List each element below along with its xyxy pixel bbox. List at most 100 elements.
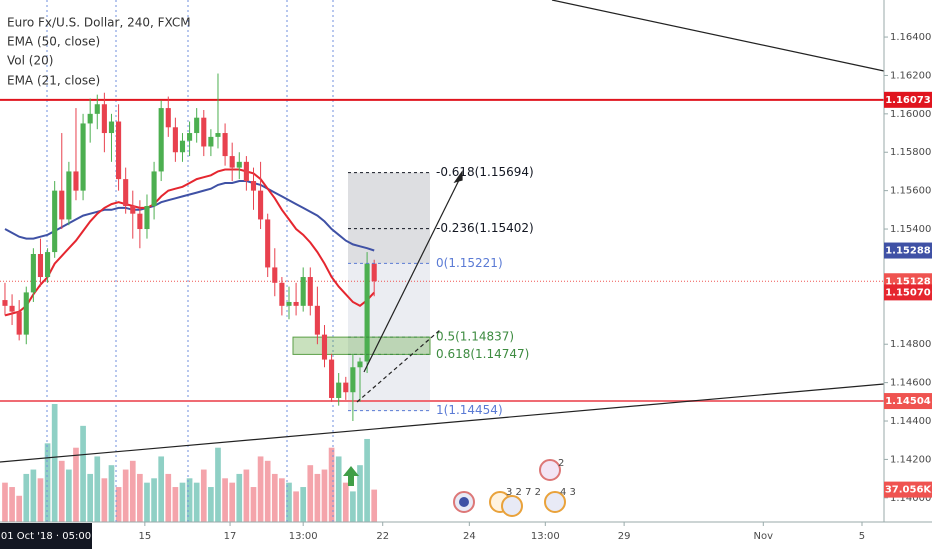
volume-bar — [200, 469, 207, 522]
event-count: 4 3 — [560, 487, 576, 498]
candle-body — [371, 263, 377, 282]
fib-label: 0(1.15221) — [436, 256, 503, 270]
volume-bar — [328, 447, 335, 522]
volume-bar — [193, 482, 200, 522]
legend-entry: Vol (20) — [7, 54, 53, 68]
candle-body — [357, 361, 363, 368]
volume-bar — [364, 438, 370, 522]
volume-bar — [129, 460, 136, 522]
volume-bar — [158, 456, 165, 522]
candle-body — [130, 205, 136, 214]
event-count: 3 2 7 2 — [506, 487, 541, 498]
volume-bar — [264, 460, 271, 522]
volume-bar — [257, 456, 264, 522]
price-tag — [884, 481, 932, 498]
trend-lines — [0, 0, 885, 463]
candle-body — [343, 382, 349, 393]
time-axis — [0, 522, 932, 550]
legend: Euro Fx/U.S. Dollar, 240, FXCM EMA (50, … — [7, 16, 191, 88]
y-tick-label: 1.15600 — [890, 186, 931, 197]
volume-bar — [293, 491, 299, 522]
candle-body — [329, 359, 335, 398]
volume-bar — [2, 482, 8, 522]
x-tick-label: 22 — [376, 531, 389, 542]
candle-body — [108, 121, 115, 134]
volume-bar — [179, 482, 186, 522]
volume-bar — [80, 425, 86, 522]
y-tick-label: 1.16200 — [890, 70, 931, 81]
candle-body — [172, 127, 178, 153]
candle-body — [23, 292, 29, 335]
legend-entry: EMA (50, close) — [7, 35, 100, 49]
candle-body — [236, 161, 242, 168]
volume-bar — [286, 482, 292, 522]
candle-body — [350, 367, 356, 393]
candle-body — [243, 161, 249, 182]
volume-bar — [151, 478, 157, 522]
candle-body — [201, 117, 207, 147]
trend-line — [551, 0, 885, 72]
y-tick-label: 1.15400 — [890, 224, 931, 235]
candle-body — [300, 277, 306, 306]
y-tick-label: 1.14000 — [890, 493, 931, 504]
candle-body — [215, 133, 221, 137]
price-tag-label: 1.15288 — [885, 246, 931, 257]
price-tag-label: 37.056K — [885, 485, 932, 496]
x-tick-label: Nov — [754, 531, 774, 542]
candle-body — [364, 263, 370, 362]
candle-body — [258, 190, 264, 220]
price-tag — [884, 91, 932, 108]
volume-bar — [16, 495, 23, 522]
x-tick-label: 5 — [859, 531, 865, 542]
y-tick-label: 1.14200 — [890, 454, 931, 465]
volume-bar — [94, 456, 101, 522]
candle-body — [94, 104, 100, 114]
volume-bar — [23, 473, 30, 522]
volume-bar — [186, 478, 193, 522]
candle-body — [279, 282, 285, 306]
volume-bar — [122, 469, 129, 522]
volume-bar — [66, 469, 72, 522]
candle-body — [2, 300, 8, 306]
candle-body — [151, 171, 157, 206]
y-tick-label: 1.14400 — [890, 416, 931, 427]
candle-body — [187, 133, 193, 141]
price-tag-label: 1.16073 — [885, 95, 931, 106]
y-tick-label: 1.14600 — [890, 378, 931, 389]
volume-bar — [357, 465, 363, 522]
fib-label: 1(1.14454) — [436, 403, 503, 417]
candle-body — [9, 305, 15, 312]
candle-body — [286, 301, 292, 306]
x-tick-label: 13:00 — [289, 531, 318, 542]
candle-body — [307, 277, 313, 306]
candle-body — [179, 140, 186, 153]
volume-bar — [371, 489, 378, 522]
crosshair-box — [0, 523, 92, 549]
candle-body — [336, 382, 342, 398]
x-tick-label: 17 — [224, 531, 237, 542]
volume-bar — [229, 482, 236, 522]
fib-zone-upper — [348, 172, 430, 264]
candle-body — [66, 171, 72, 220]
candle-body — [293, 301, 299, 306]
golden-zone — [292, 336, 431, 355]
volume-bar — [58, 460, 65, 522]
event-icon — [501, 495, 523, 517]
candle-body — [165, 108, 171, 128]
volume-bar — [215, 447, 221, 522]
candle-body — [194, 117, 200, 134]
candle-body — [73, 171, 79, 191]
volume-bar — [208, 487, 214, 522]
legend-symbol: Euro Fx/U.S. Dollar, 240, FXCM — [7, 16, 191, 30]
candle-body — [137, 213, 143, 230]
candle-body — [144, 205, 150, 230]
candle-body — [59, 190, 65, 220]
price-tag-label: 1.15070 — [885, 287, 931, 298]
volume-bar — [101, 478, 108, 522]
volume-bar — [137, 473, 143, 522]
projection-line — [363, 173, 463, 373]
ema-line — [4, 180, 375, 252]
